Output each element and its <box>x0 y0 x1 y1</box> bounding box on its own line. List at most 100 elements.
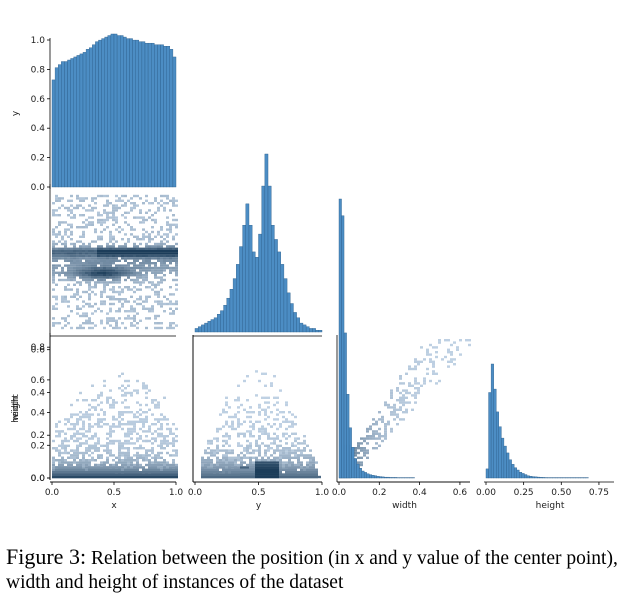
density-cell <box>237 444 240 447</box>
density-cell <box>70 473 73 476</box>
density-cell <box>210 454 213 457</box>
density-cell <box>139 437 142 440</box>
density-cell <box>97 454 100 457</box>
histogram-bar <box>537 476 540 479</box>
density-cell <box>100 293 103 296</box>
density-cell <box>61 250 64 253</box>
density-cell <box>417 389 420 392</box>
density-cell <box>94 269 97 272</box>
density-cell <box>97 278 100 282</box>
density-cell <box>228 468 231 471</box>
density-cell <box>441 358 444 361</box>
density-cell <box>160 262 163 265</box>
x-tick-label: 0.00 <box>476 488 496 498</box>
density-cell <box>225 461 228 464</box>
density-cell <box>306 471 309 474</box>
density-cell <box>151 250 154 253</box>
density-cell <box>106 259 109 262</box>
density-cell <box>297 454 300 457</box>
density-cell <box>261 471 264 474</box>
density-cell <box>52 295 55 298</box>
density-cell <box>163 415 166 419</box>
density-cell <box>136 447 139 450</box>
density-cell <box>100 218 103 222</box>
density-cell <box>154 242 157 246</box>
density-cell <box>112 250 115 253</box>
density-cell <box>399 401 402 404</box>
density-cell <box>112 439 115 443</box>
density-cell <box>270 473 273 476</box>
density-cell <box>154 290 157 294</box>
density-cell <box>255 449 258 452</box>
density-cell <box>216 430 219 433</box>
density-cell <box>222 444 225 447</box>
density-cell <box>288 454 291 457</box>
density-cell <box>67 259 70 262</box>
density-cell <box>142 411 145 414</box>
density-cell <box>172 442 175 445</box>
density-cell <box>130 430 133 433</box>
density-cell <box>55 252 58 255</box>
density-cell <box>115 310 118 313</box>
density-cell <box>61 468 64 471</box>
density-cell <box>163 269 166 272</box>
density-cell <box>303 447 306 450</box>
density-cell <box>297 463 300 467</box>
density-cell <box>267 415 270 419</box>
density-cell <box>172 439 175 443</box>
density-cell <box>100 245 103 248</box>
density-cell <box>387 423 390 426</box>
density-cell <box>139 447 142 450</box>
density-cell <box>273 439 276 443</box>
density-cell <box>139 283 142 286</box>
density-cell <box>264 449 267 452</box>
density-cell <box>444 355 447 359</box>
density-cell <box>70 252 73 255</box>
density-cell <box>52 214 55 217</box>
density-cell <box>52 274 55 277</box>
density-cell <box>426 351 429 354</box>
density-cell <box>88 461 91 464</box>
density-cell <box>267 435 270 438</box>
density-cell <box>282 420 285 423</box>
density-cell <box>115 257 118 260</box>
density-cell <box>213 471 216 474</box>
density-cell <box>118 471 121 474</box>
density-cell <box>121 257 124 260</box>
density-cell <box>136 471 139 474</box>
density-cell <box>136 281 139 284</box>
density-cell <box>172 204 175 207</box>
density-cell <box>76 413 79 416</box>
histogram-bar <box>498 426 502 479</box>
density-cell <box>288 411 291 414</box>
density-cell <box>246 456 249 459</box>
density-cell <box>88 326 91 330</box>
density-cell <box>225 403 228 407</box>
density-cell <box>172 312 175 315</box>
histogram-width <box>338 198 415 479</box>
density-cell <box>130 310 133 313</box>
density-cell <box>100 456 103 459</box>
density-cell <box>222 459 225 462</box>
density-cell <box>124 387 127 390</box>
histogram-bar <box>348 427 352 479</box>
density-cell <box>76 449 79 452</box>
density-cell <box>450 343 453 347</box>
density-cell <box>55 283 58 286</box>
density-cell <box>79 437 82 440</box>
density-cell <box>237 466 240 469</box>
density-cell <box>297 447 300 450</box>
histogram-bar <box>163 46 167 188</box>
density-cell <box>160 432 163 435</box>
density-cell <box>357 461 360 464</box>
density-cell <box>103 262 106 265</box>
histogram-bar <box>318 330 323 333</box>
density-cell <box>79 418 82 421</box>
density-cell <box>88 425 91 428</box>
density-cell <box>175 266 178 270</box>
density-cell <box>363 451 366 455</box>
density-cell <box>103 274 106 277</box>
density-cell <box>306 461 309 464</box>
density-cell <box>106 456 109 459</box>
density-cell <box>282 435 285 438</box>
